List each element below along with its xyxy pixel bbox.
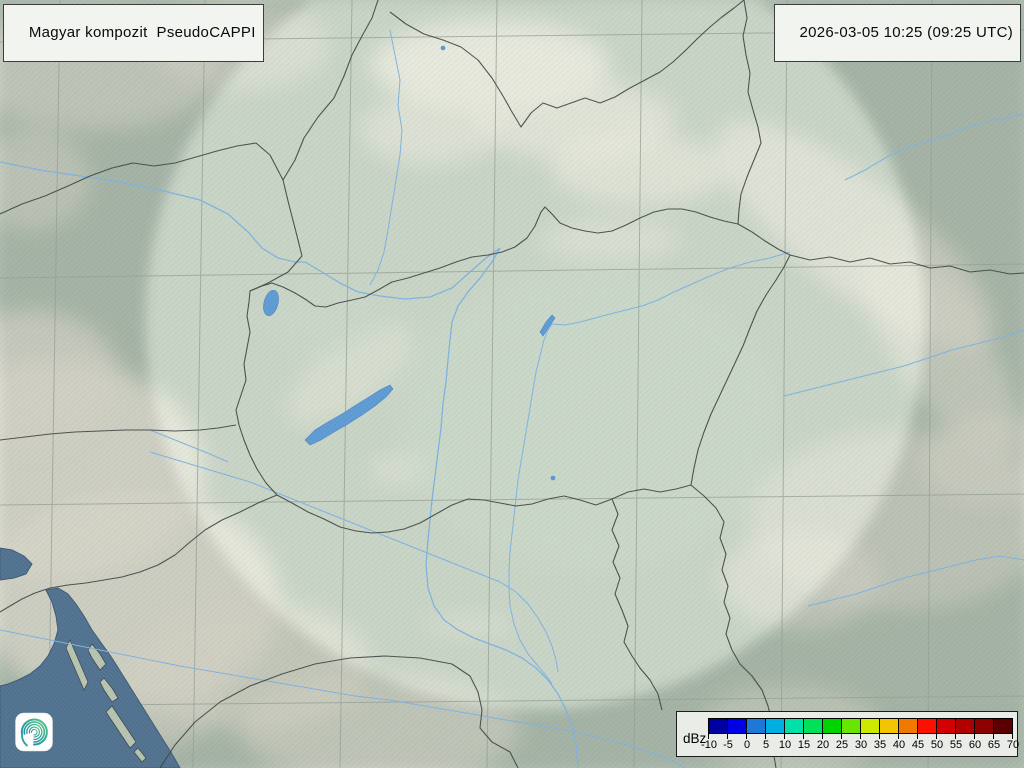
legend-tick (879, 734, 880, 739)
legend-tick-label: 30 (854, 739, 868, 751)
dbz-swatch (765, 718, 785, 734)
mura-river (149, 429, 229, 463)
vah-river (369, 29, 403, 286)
legend-tick (822, 734, 823, 739)
swirl-logo-icon (15, 712, 53, 752)
weather-service-logo (15, 712, 53, 752)
slovakia-ukraine-border (737, 0, 762, 225)
adriatic-islands (65, 639, 147, 763)
legend-tick (841, 734, 842, 739)
rivers-layer (0, 29, 1024, 768)
legend-tick (955, 734, 956, 739)
dbz-legend: dBz -10 -5 0 5 10 15 20 25 30 35 40 45 50 55 60 65 70 (676, 711, 1020, 757)
dbz-swatch (879, 718, 899, 734)
croatia-bosnia-border (159, 655, 519, 768)
lake-balaton (304, 384, 394, 446)
slovakia-poland-border (389, 0, 745, 128)
dniester-river (844, 113, 1024, 181)
lake-neusiedl (263, 290, 279, 316)
product-label: Magyar kompozit PseudoCAPPI (28, 24, 256, 41)
olt-river (807, 555, 1024, 607)
legend-tick (1012, 734, 1013, 739)
legend-tick-label: 15 (797, 739, 811, 751)
lake-tisza (539, 314, 556, 337)
legend-tick (784, 734, 785, 739)
dbz-swatch (974, 718, 994, 734)
dbz-swatch (841, 718, 861, 734)
legend-tick (746, 734, 747, 739)
austria-slovakia-border (249, 179, 303, 292)
gulf-of-trieste (0, 547, 33, 581)
legend-tick-label: 10 (778, 739, 792, 751)
timestamp-box: 2026-03-05 10:25 (09:25 UTC) (773, 4, 1021, 62)
danube-river (0, 161, 579, 768)
dbz-swatch (860, 718, 880, 734)
legend-tick (917, 734, 918, 739)
legend-tick-label: 50 (930, 739, 944, 751)
timestamp-label: 2026-03-05 10:25 (09:25 UTC) (799, 24, 1013, 41)
dbz-swatch (917, 718, 937, 734)
czech-slovakia-border (282, 0, 379, 181)
sava-river (0, 629, 686, 768)
legend-tick-label: 65 (987, 739, 1001, 751)
legend-tick-label: 25 (835, 739, 849, 751)
product-label-box: Magyar kompozit PseudoCAPPI (3, 4, 264, 62)
radar-coverage-circle (145, 0, 925, 710)
dbz-swatch (898, 718, 918, 734)
legend-tick (974, 734, 975, 739)
legend-tick-label: 55 (949, 739, 963, 751)
croatia-serbia-border (611, 498, 663, 711)
dbz-swatch (727, 718, 747, 734)
dbz-swatch (784, 718, 804, 734)
legend-tick-label: 60 (968, 739, 982, 751)
austria-czech-border (0, 142, 284, 215)
legend-unit-label: dBz (683, 731, 707, 746)
legend-tick-label: -5 (723, 739, 733, 751)
legend-color-scale (708, 718, 1013, 734)
dbz-swatch (955, 718, 975, 734)
legend-tick (993, 734, 994, 739)
austria-slovenia-border (0, 424, 237, 441)
legend-tick (727, 734, 728, 739)
legend-tick-label: 70 (1006, 739, 1020, 751)
hungary-border (235, 206, 791, 534)
legend-tick (936, 734, 937, 739)
dbz-swatch (936, 718, 956, 734)
mures-river (783, 329, 1024, 397)
legend-tick (765, 734, 766, 739)
dbz-swatch (746, 718, 766, 734)
dbz-swatch (993, 718, 1013, 734)
legend-tick (803, 734, 804, 739)
dbz-swatch (822, 718, 842, 734)
legend-tick-label: 20 (816, 739, 830, 751)
legend-tick-label: 40 (892, 739, 906, 751)
legend-tick-label: 0 (743, 739, 751, 751)
legend-tick-label: 35 (873, 739, 887, 751)
slovenia-croatia-border (0, 494, 278, 613)
dbz-swatch (803, 718, 823, 734)
legend-tick-label: 5 (762, 739, 770, 751)
legend-tick (898, 734, 899, 739)
drava-river (149, 451, 559, 673)
lakes-layer (263, 45, 556, 481)
legend-tick (708, 734, 709, 739)
tisza-river (508, 251, 791, 685)
legend-tick-label: -10 (701, 739, 717, 751)
dbz-swatch (708, 718, 728, 734)
legend-tick-label: 45 (911, 739, 925, 751)
romania-ukraine-border (789, 254, 1024, 275)
legend-tick (860, 734, 861, 739)
